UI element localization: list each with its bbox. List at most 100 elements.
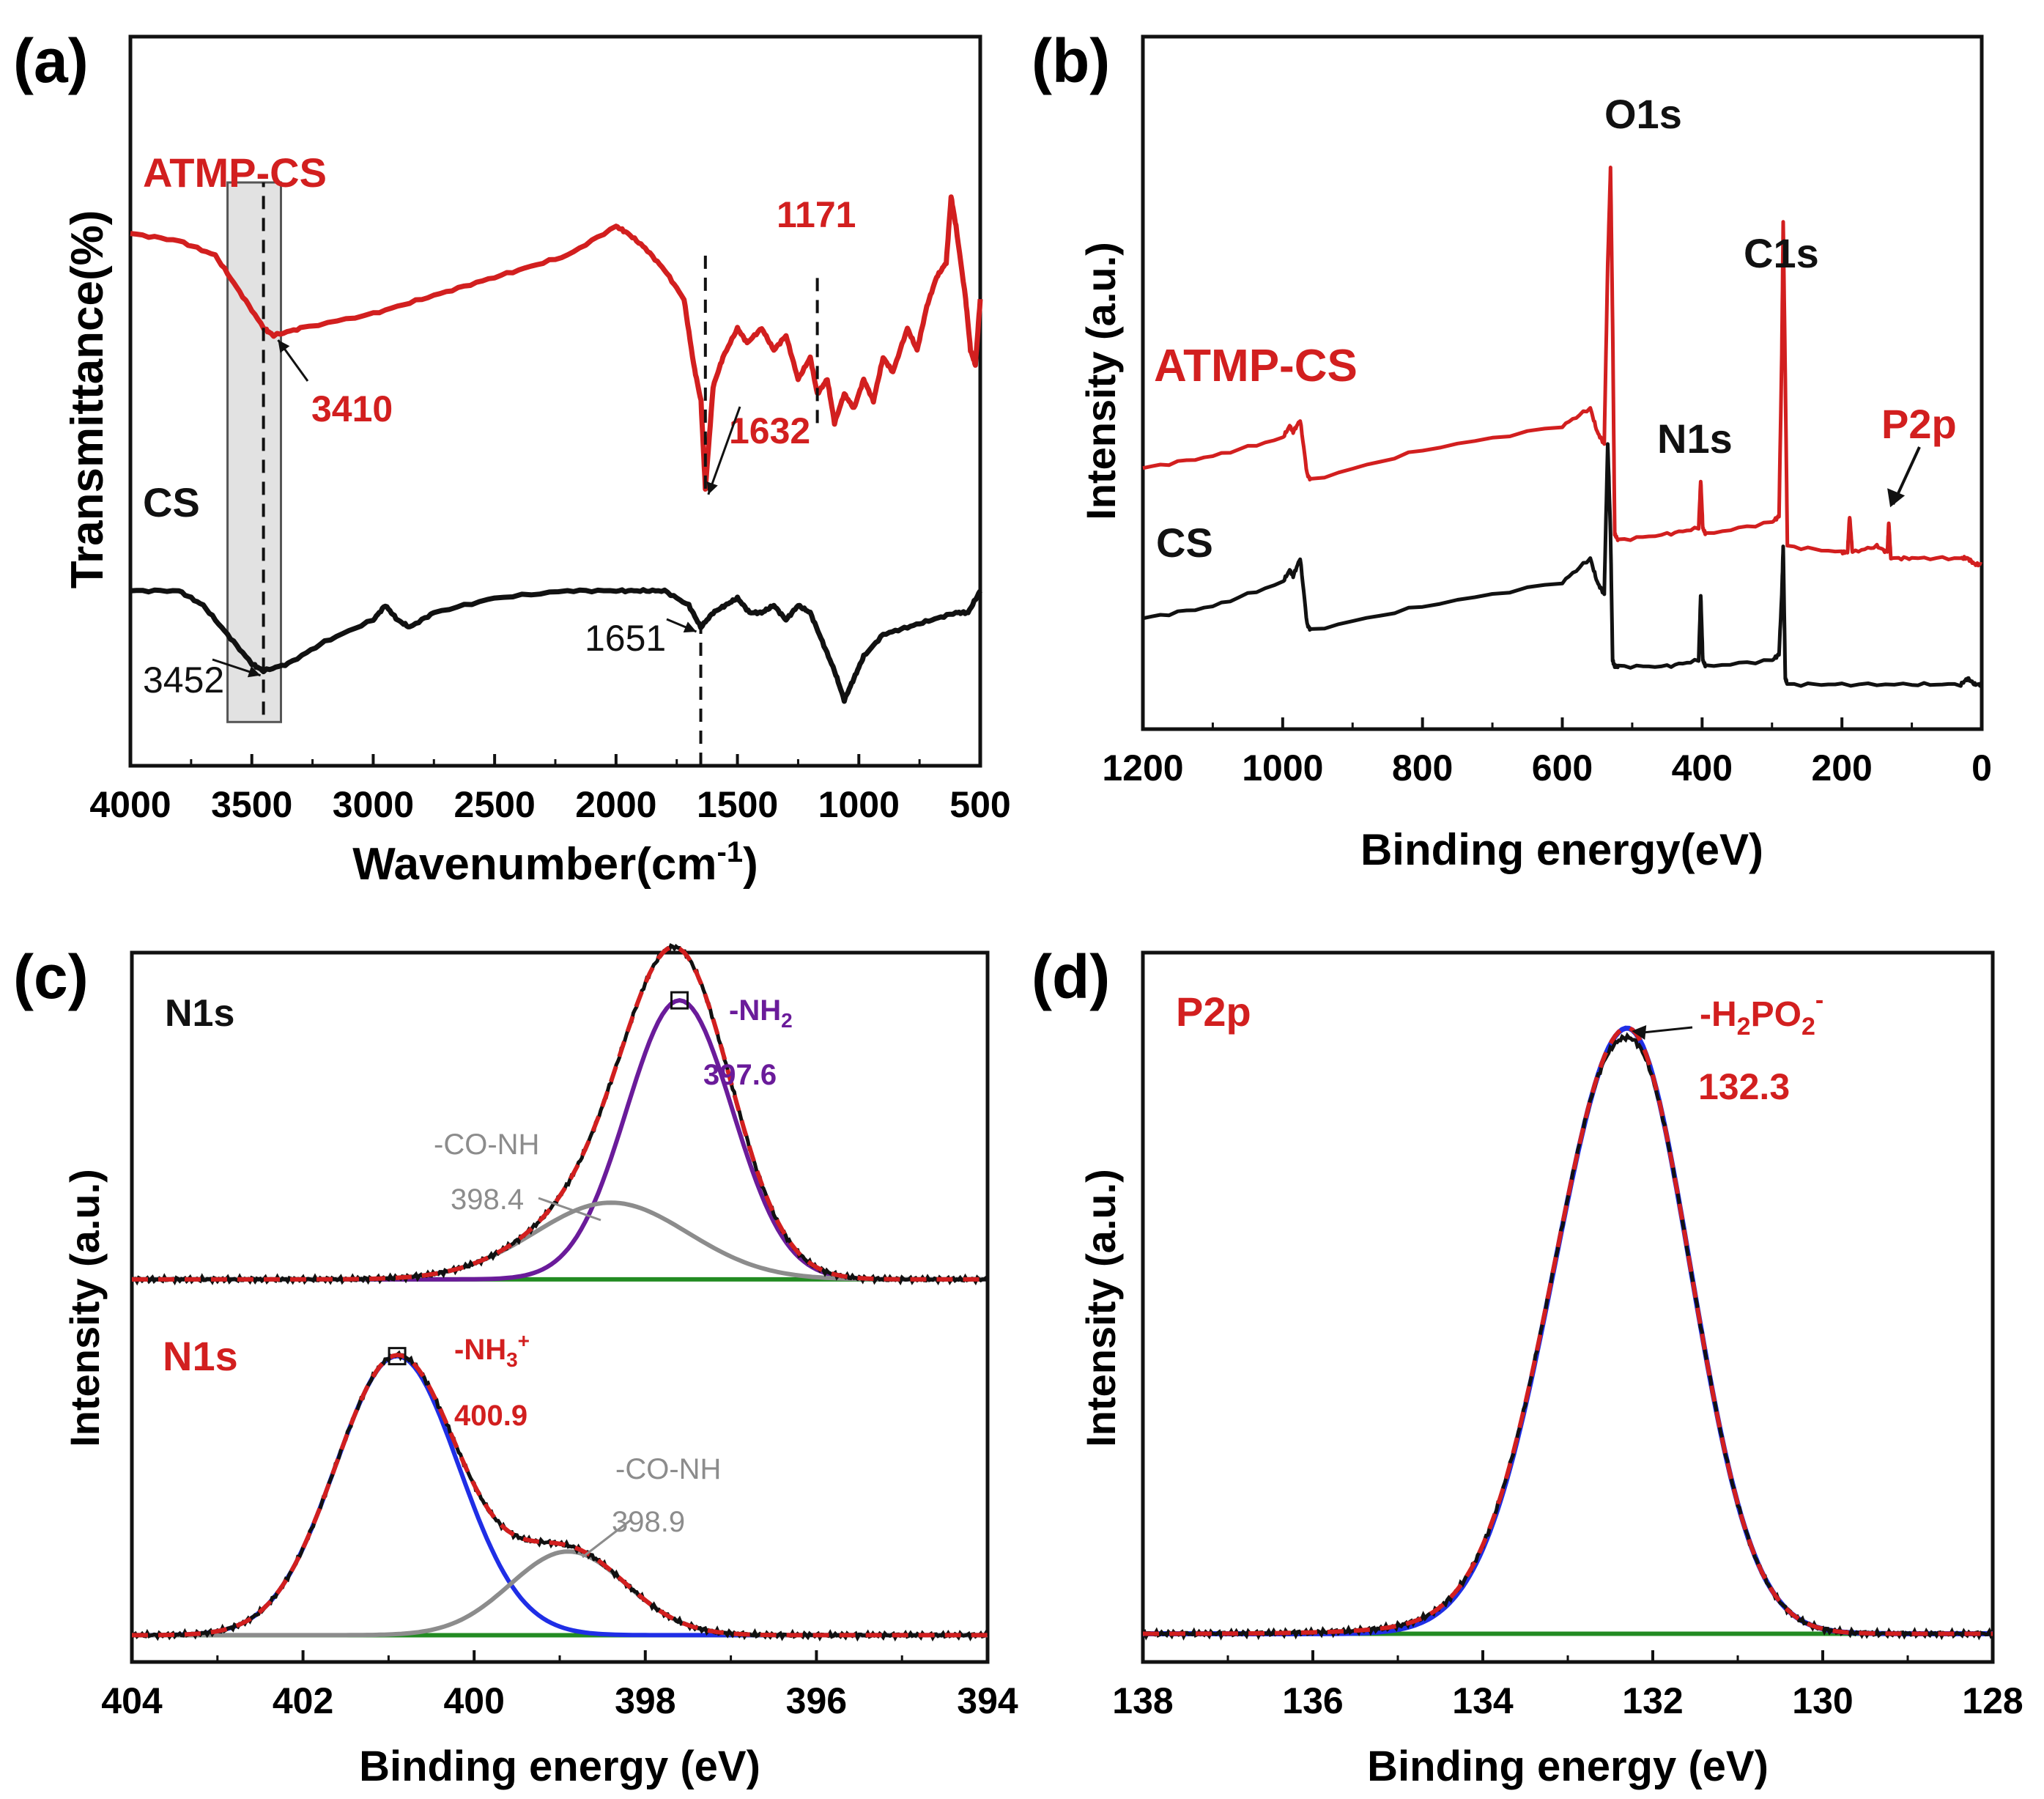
x-tick-label-2000: 2000 [575,784,656,825]
x-tick-label-800: 800 [1392,747,1453,788]
x-tick-label-3500: 3500 [211,784,292,825]
panel-b-label: (b) [1032,26,1110,95]
series-line-cs [130,587,982,704]
panel-d-ylabel: Intensity (a.u.) [1078,1169,1124,1447]
x-tick-label-136: 136 [1282,1680,1343,1721]
nh2-value: 397.6 [703,1059,777,1091]
x-tick-label-3000: 3000 [333,784,414,825]
h2po2-label: -H2PO2- [1700,986,1823,1041]
legend-cs-a: CS [143,479,200,525]
panel-d-label: (d) [1032,942,1110,1011]
x-tick-label-1500: 1500 [697,784,778,825]
panel-d-xlabel: Binding energy (eV) [1367,1743,1769,1790]
annotation-1171: 1171 [777,194,856,235]
annotation-1651: 1651 [585,618,666,659]
panel-b-xlabel: Binding energy(eV) [1360,825,1763,874]
p2p-arrowhead [1887,488,1906,508]
legend-atmp-cs-b: ATMP-CS [1154,341,1358,391]
top-component-397.6 [132,998,988,1282]
bottom-component-398.9 [132,1549,988,1638]
panel-c-ylabel: Intensity (a.u.) [62,1169,108,1447]
panel-b: (b) 1200 1000 800 600 400 200 0 O1s C1s N1s P2p A… [1032,26,1992,874]
h2po2-arrowhead [1632,1025,1647,1040]
highlight-rect [226,181,282,723]
x-tick-label-132: 132 [1622,1680,1683,1721]
annotation-1632-arrow [707,406,741,495]
x-tick-label-394: 394 [957,1680,1018,1721]
panel-c-frame [130,950,990,1664]
bottom-peak-marker [388,1347,407,1366]
x-tick-label-396: 396 [786,1680,847,1721]
x-tick-label-398: 398 [615,1680,675,1721]
bottom-component-400.9 [132,1353,988,1638]
p2p-fit-envelope [1143,1025,1993,1636]
p2p-component-132.3 [1143,1025,1993,1636]
co-nh-value-bottom: 398.9 [612,1506,685,1538]
x-tick-label-400: 400 [443,1680,504,1721]
panel-a-x-ticks: 4000 3500 3000 2500 2000 1500 1000 500 [89,754,1011,825]
panel-d-annotations: -H2PO2- 132.3 [1632,986,1823,1107]
legend-cs-b: CS [1156,520,1213,566]
panel-a-series [130,194,983,704]
panel-a-label: (a) [13,26,89,95]
x-tick-label-404: 404 [101,1680,163,1721]
x-tick-label-0: 0 [1971,747,1992,788]
panel-b-x-ticks: 1200 1000 800 600 400 200 0 [1102,717,1992,788]
top-fit-envelope [132,945,988,1282]
panel-c: (c) 404 402 400 398 396 394 N1s N1s -NH2 397.6… [13,942,1018,1790]
peak-label-o1s: O1s [1604,91,1682,137]
x-tick-label-134: 134 [1452,1680,1514,1721]
panel-a-xlabel: Wavenumber(cm-1) [352,836,758,890]
panel-a: (a) 4000 3500 3000 2500 2000 1500 1000 500 3410… [13,26,1011,890]
x-tick-label-138: 138 [1112,1680,1173,1721]
x-tick-label-400: 400 [1672,747,1733,788]
legend-atmp-cs-a: ATMP-CS [143,149,327,196]
bottom-raw-spectrum [130,1350,990,1642]
bottom-fit-envelope [132,1353,988,1638]
peak-label-p2p: P2p [1881,401,1957,447]
panel-c-xlabel: Binding energy (eV) [359,1743,760,1790]
p2p-label: P2p [1176,989,1251,1035]
panel-c-series [130,942,990,1642]
panel-d: (d) 138 136 134 132 130 128 P2p -H2PO2-132.3 … [1032,942,2023,1790]
annotation-3452-arrowhead [247,666,261,678]
nh2-label: -NH2 [729,994,793,1032]
x-tick-label-1200: 1200 [1102,747,1183,788]
highlight-box-3452 [226,181,282,723]
panel-d-series [1141,1025,1994,1641]
panel-a-annotations: 3410 1632 1171 3452 1651 [143,182,856,766]
n1s-label-bottom: N1s [163,1333,238,1379]
panel-d-x-ticks: 138 136 134 132 130 128 [1112,1650,2023,1721]
panel-c-label: (c) [13,942,89,1011]
co-nh-label-top: -CO-NH [434,1128,539,1161]
series-line-atmp-cs [1142,166,1983,568]
annotation-1632: 1632 [729,410,810,451]
co-nh-top-arrow [538,1197,601,1222]
p2p-raw-spectrum [1141,1032,1994,1641]
peak-label-c1s: C1s [1744,230,1819,276]
annotation-3410-arrowhead [278,339,290,353]
peak-label-n1s: N1s [1657,415,1733,462]
co-nh-label-bottom: -CO-NH [615,1453,721,1485]
x-tick-label-128: 128 [1962,1680,2023,1721]
series-line-cs [1142,442,1984,688]
x-tick-label-4000: 4000 [89,784,171,825]
annotation-1632-arrowhead [706,481,718,495]
x-tick-label-402: 402 [273,1680,333,1721]
n1s-label-top: N1s [165,992,234,1035]
x-tick-label-600: 600 [1532,747,1593,788]
series-line-atmp-cs [130,194,983,492]
h2po2-value: 132.3 [1698,1066,1790,1107]
top-peak-marker [670,991,689,1010]
top-raw-spectrum [131,942,990,1286]
x-tick-label-2500: 2500 [454,784,536,825]
x-tick-label-1000: 1000 [1242,747,1323,788]
nh3-label: -NH3+ [454,1329,530,1371]
panel-b-annotations: O1s C1s N1s P2p [1604,91,1957,508]
co-nh-bottom-arrow [582,1519,631,1559]
top-component-398.4 [132,1200,988,1282]
annotation-3410: 3410 [311,388,393,429]
x-tick-label-500: 500 [949,784,1010,825]
x-tick-label-130: 130 [1792,1680,1853,1721]
